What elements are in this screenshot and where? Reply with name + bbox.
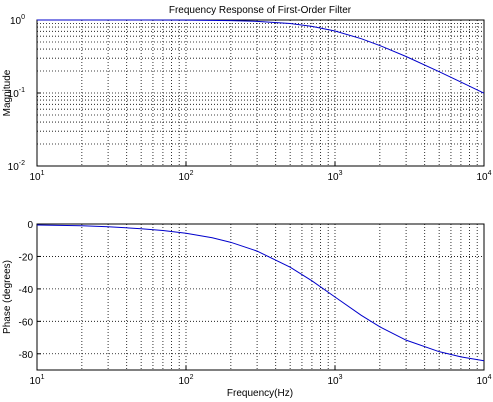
phase-plot-area [36, 223, 485, 371]
y-tick-label: 0 [27, 220, 33, 231]
x-tick-label: 102 [178, 374, 193, 387]
phase-axes: 101 102 103 104 0 -20 -40 -60 -80 Phase (degrees… [2, 220, 492, 399]
chart-title: Frequency Response of First-Order Filter [169, 5, 352, 16]
y-axis-label: Magnitude [2, 69, 13, 116]
y-tick-label: -20 [19, 252, 34, 263]
phase-curve [36, 224, 485, 362]
x-axis-label: Frequency(Hz) [227, 388, 293, 399]
magnitude-plot-area [36, 19, 485, 167]
y-tick-label: -80 [19, 350, 34, 361]
x-tick-label: 101 [29, 170, 44, 183]
y-axis-label: Phase (degrees) [2, 260, 13, 334]
magnitude-axes: Frequency Response of First-Order Filter… [2, 5, 492, 183]
x-tick-label: 102 [178, 170, 193, 183]
x-tick-label: 103 [327, 170, 342, 183]
x-tick-label: 104 [476, 374, 491, 387]
magnitude-curve [36, 19, 485, 94]
x-tick-label: 104 [476, 170, 491, 183]
y-tick-label: 10-2 [8, 160, 25, 173]
y-tick-label: -40 [19, 285, 34, 296]
x-tick-label: 103 [327, 374, 342, 387]
x-tick-label: 101 [29, 374, 44, 387]
y-tick-label: -60 [19, 317, 34, 328]
y-tick-label: 100 [10, 14, 25, 27]
